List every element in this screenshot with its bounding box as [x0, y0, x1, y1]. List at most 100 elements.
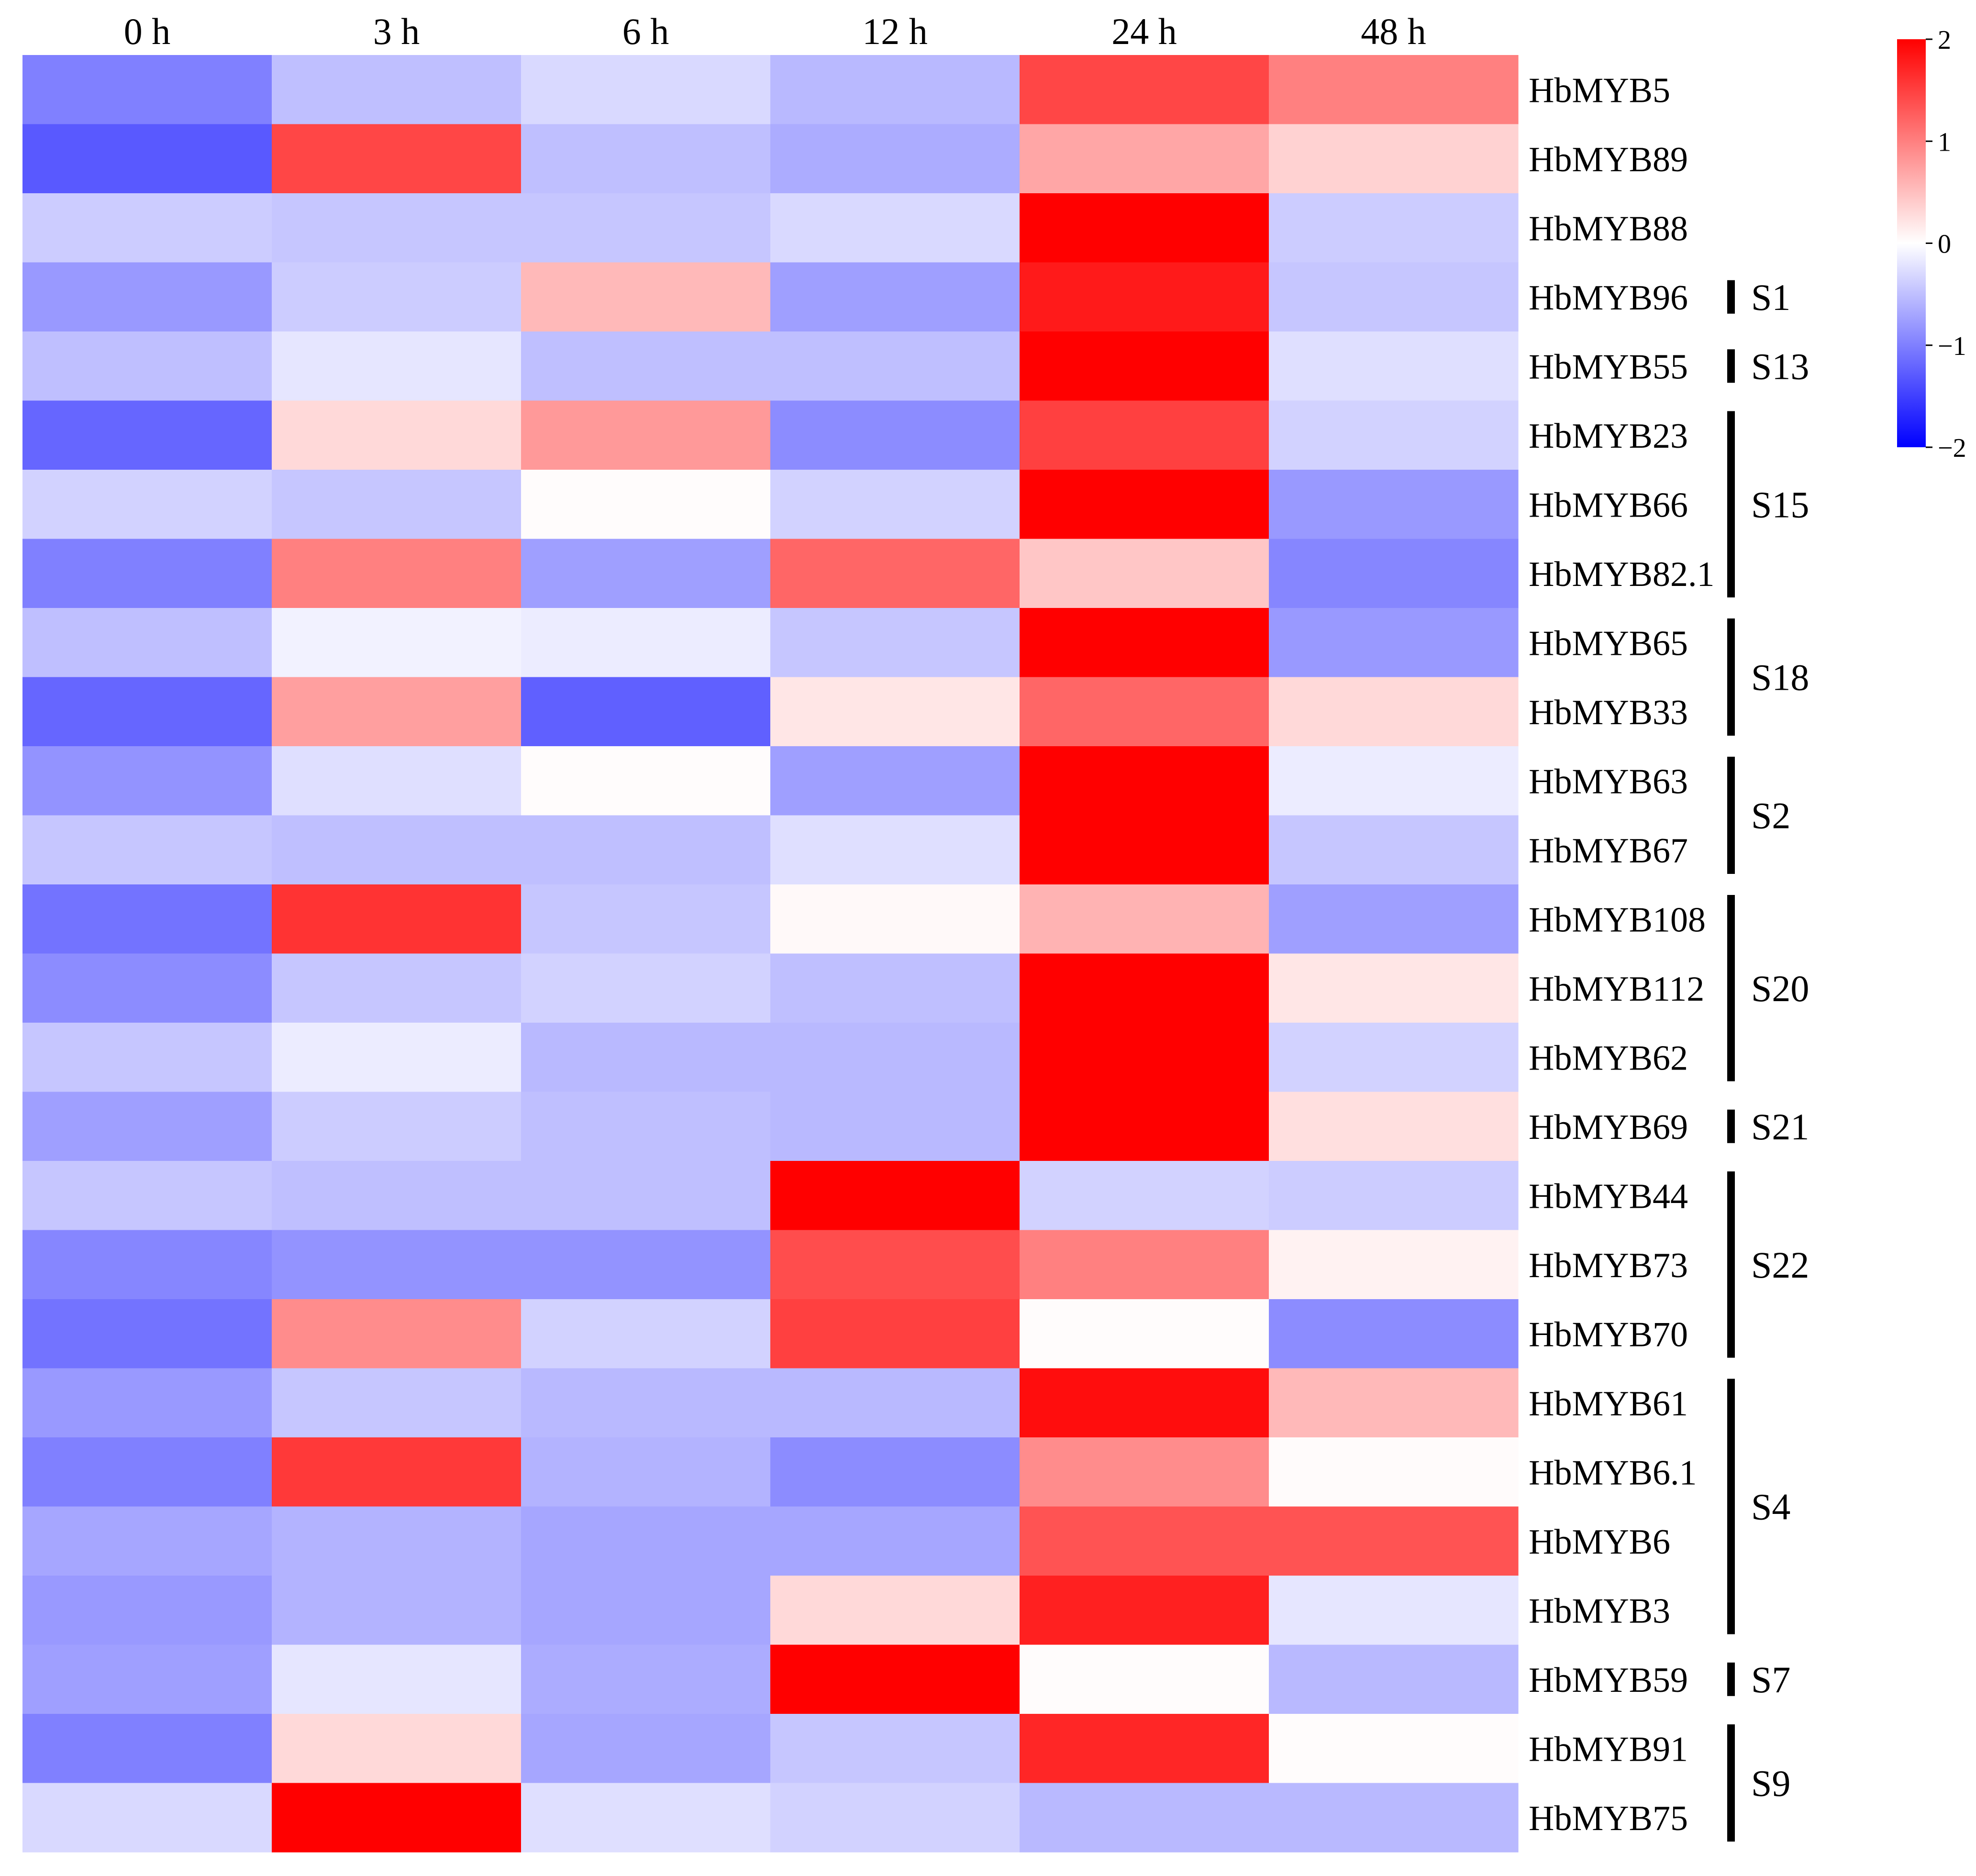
heatmap-cell: [22, 55, 272, 125]
heatmap-cell: [1020, 193, 1269, 263]
row-label-hbmyb44: HbMYB44: [1529, 1177, 1688, 1216]
heatmap-cell: [22, 400, 272, 470]
column-label-24-h: 24 h: [1111, 11, 1177, 52]
heatmap-cell: [521, 884, 771, 954]
group-label-s13: S13: [1751, 345, 1809, 387]
heatmap-cell: [272, 1506, 522, 1576]
row-label-hbmyb65: HbMYB65: [1529, 624, 1688, 663]
heatmap-cell: [1269, 1437, 1519, 1507]
group-bracket-s7: [1727, 1662, 1735, 1696]
heatmap-cell: [22, 331, 272, 401]
heatmap-cell: [521, 1714, 771, 1784]
heatmap-cell: [22, 1299, 272, 1369]
row-label-hbmyb6: HbMYB6: [1529, 1523, 1670, 1562]
group-bracket-s15: [1727, 411, 1735, 597]
heatmap-cell: [521, 1576, 771, 1645]
group-label-s21: S21: [1751, 1106, 1809, 1148]
heatmap-cell: [521, 1506, 771, 1576]
row-label-hbmyb63: HbMYB63: [1529, 762, 1688, 801]
heatmap-cell: [770, 1506, 1020, 1576]
heatmap-cell: [770, 55, 1020, 125]
heatmap-cell: [1269, 400, 1519, 470]
heatmap-cell: [1269, 1092, 1519, 1161]
heatmap-cell: [272, 1783, 522, 1853]
heatmap-cell: [1269, 470, 1519, 540]
heatmap-cell: [521, 1023, 771, 1092]
group-label-s15: S15: [1751, 484, 1809, 525]
group-label-s22: S22: [1751, 1244, 1809, 1286]
row-label-hbmyb69: HbMYB69: [1529, 1108, 1688, 1147]
row-label-hbmyb33: HbMYB33: [1529, 693, 1688, 732]
group-bracket-s1: [1727, 280, 1735, 314]
heatmap-cell: [1269, 815, 1519, 885]
heatmap-cell: [770, 1644, 1020, 1714]
heatmap-cell: [1020, 884, 1269, 954]
heatmap-cell: [1269, 1023, 1519, 1092]
group-bracket-s18: [1727, 618, 1735, 736]
heatmap-cell: [770, 677, 1020, 747]
row-label-hbmyb55: HbMYB55: [1529, 347, 1688, 386]
row-label-hbmyb96: HbMYB96: [1529, 278, 1688, 318]
heatmap-cell: [1020, 539, 1269, 608]
column-label-12-h: 12 h: [862, 11, 928, 52]
row-label-hbmyb66: HbMYB66: [1529, 486, 1688, 525]
row-label-hbmyb91: HbMYB91: [1529, 1730, 1688, 1769]
heatmap-cell: [272, 1299, 522, 1369]
group-annotations: S1 S13 S15 S18 S2 S20 S21 S22 S4 S7 S9: [1727, 276, 1809, 1842]
heatmap-cell: [770, 1783, 1020, 1853]
legend-color-bar: [1897, 39, 1926, 447]
group-label-s9: S9: [1751, 1763, 1790, 1804]
heatmap-cell: [1020, 1506, 1269, 1576]
heatmap-cell: [521, 470, 771, 540]
heatmap-cell: [1020, 1023, 1269, 1092]
heatmap-cell: [1269, 539, 1519, 608]
heatmap-cell: [1020, 677, 1269, 747]
group-bracket-s22: [1727, 1171, 1735, 1358]
heatmap-cell: [1020, 746, 1269, 816]
heatmap-cell: [1020, 1714, 1269, 1784]
heatmap-cell: [521, 193, 771, 263]
heatmap-cell: [770, 746, 1020, 816]
heatmap-cell: [770, 884, 1020, 954]
heatmap-cell: [272, 1368, 522, 1438]
heatmap-cell: [521, 400, 771, 470]
heatmap-cell: [22, 746, 272, 816]
heatmap-cell: [1269, 608, 1519, 678]
heatmap-cell: [1269, 1783, 1519, 1853]
heatmap-cell: [521, 262, 771, 332]
heatmap-cell: [272, 262, 522, 332]
heatmap-cell: [22, 1437, 272, 1507]
heatmap-cell: [22, 193, 272, 263]
group-label-s1: S1: [1751, 276, 1790, 318]
heatmap-cell: [1269, 1644, 1519, 1714]
heatmap-cell: [1269, 262, 1519, 332]
row-label-hbmyb67: HbMYB67: [1529, 831, 1688, 871]
row-label-hbmyb59: HbMYB59: [1529, 1661, 1688, 1700]
row-label-hbmyb89: HbMYB89: [1529, 140, 1688, 179]
group-bracket-s9: [1727, 1724, 1735, 1842]
column-label-48-h: 48 h: [1361, 11, 1426, 52]
heatmap-cell: [1020, 262, 1269, 332]
group-label-s2: S2: [1751, 795, 1790, 837]
row-label-hbmyb82-1: HbMYB82.1: [1529, 555, 1715, 594]
heatmap-cell: [521, 331, 771, 401]
heatmap-cell: [770, 608, 1020, 678]
heatmap-cell: [770, 262, 1020, 332]
heatmap-cell: [22, 1783, 272, 1853]
heatmap-cell: [22, 1092, 272, 1161]
heatmap-cell: [521, 1368, 771, 1438]
heatmap-cell: [1269, 677, 1519, 747]
heatmap-cell: [272, 124, 522, 194]
heatmap-cell: [22, 124, 272, 194]
heatmap-cell: [1020, 470, 1269, 540]
heatmap-cell: [1269, 1161, 1519, 1231]
heatmap-cell: [770, 1092, 1020, 1161]
heatmap-cell: [1269, 1576, 1519, 1645]
heatmap-cell: [770, 1023, 1020, 1092]
heatmap-cell: [770, 124, 1020, 194]
heatmap-cell: [1020, 953, 1269, 1023]
heatmap-cell: [272, 470, 522, 540]
heatmap-cell: [1269, 193, 1519, 263]
heatmap-cell: [521, 539, 771, 608]
heatmap-cell: [521, 953, 771, 1023]
